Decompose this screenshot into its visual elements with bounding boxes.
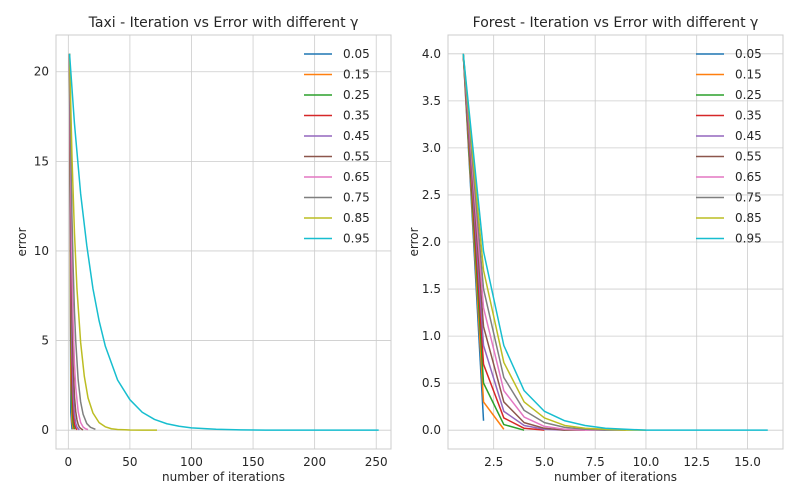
legend-label-0.85: 0.85 xyxy=(735,211,762,225)
legend-label-0.65: 0.65 xyxy=(343,170,370,184)
x-tick-label: 10.0 xyxy=(633,455,660,469)
x-tick-label: 7.5 xyxy=(586,455,605,469)
y-tick-label: 15 xyxy=(34,154,49,168)
x-tick-label: 5.0 xyxy=(535,455,554,469)
legend-label-0.65: 0.65 xyxy=(735,170,762,184)
x-axis-label: number of iterations xyxy=(162,470,285,484)
x-tick-label: 250 xyxy=(365,455,388,469)
legend-label-0.45: 0.45 xyxy=(343,129,370,143)
legend: 0.05 0.15 0.25 0.35 0.45 0.55 0.65 0.75 0.85 0.95 xyxy=(696,47,762,246)
x-axis-label: number of iterations xyxy=(554,470,677,484)
x-tick-label: 50 xyxy=(122,455,137,469)
legend-label-0.25: 0.25 xyxy=(343,88,370,102)
legend-label-0.15: 0.15 xyxy=(343,68,370,82)
series-line-0.85 xyxy=(68,53,157,431)
series-line-0.45 xyxy=(462,53,565,431)
legend-label-0.55: 0.55 xyxy=(735,150,762,164)
legend-label-0.95: 0.95 xyxy=(343,232,370,246)
y-tick-label: 3.0 xyxy=(422,141,441,155)
series-line-0.65 xyxy=(462,53,606,431)
series-line-0.65 xyxy=(68,53,89,431)
legend-label-0.35: 0.35 xyxy=(735,109,762,123)
series-line-0.95 xyxy=(462,53,768,431)
legend-label-0.35: 0.35 xyxy=(343,109,370,123)
y-tick-label: 0 xyxy=(41,423,49,437)
y-tick-label: 20 xyxy=(34,65,49,79)
legend-label-0.25: 0.25 xyxy=(735,88,762,102)
legend-label-0.15: 0.15 xyxy=(735,68,762,82)
y-tick-label: 2.0 xyxy=(422,235,441,249)
legend-label-0.75: 0.75 xyxy=(735,191,762,205)
chart-panel-1: 2.5 5.0 7.5 10.0 12.5 15.0 0.0 0.5 1.0 1.5 2.0 2.5 3… xyxy=(407,15,784,484)
chart-panel-0: 0 50 100 150 200 250 0 5 10 15 20 Taxi - Iteration … xyxy=(15,15,392,484)
series-line-0.95 xyxy=(68,53,379,431)
x-tick-label: 100 xyxy=(180,455,203,469)
y-tick-label: 3.5 xyxy=(422,94,441,108)
y-tick-label: 10 xyxy=(34,244,49,258)
y-tick-label: 4.0 xyxy=(422,47,441,61)
legend-label-0.05: 0.05 xyxy=(735,47,762,61)
y-tick-label: 1.0 xyxy=(422,329,441,343)
legend-label-0.95: 0.95 xyxy=(735,232,762,246)
plot-frame xyxy=(447,34,784,450)
x-tick-label: 15.0 xyxy=(734,455,761,469)
series-line-0.75 xyxy=(68,53,96,430)
x-tick-label: 2.5 xyxy=(484,455,503,469)
series-line-0.35 xyxy=(462,53,545,431)
y-tick-label: 5 xyxy=(41,334,49,348)
legend-label-0.05: 0.05 xyxy=(343,47,370,61)
y-axis-label: error xyxy=(407,227,421,256)
plot-frame xyxy=(55,34,392,450)
x-tick-label: 12.5 xyxy=(683,455,710,469)
legend-label-0.85: 0.85 xyxy=(343,211,370,225)
series-line-0.85 xyxy=(462,53,646,431)
y-tick-label: 0.0 xyxy=(422,423,441,437)
y-tick-label: 2.5 xyxy=(422,188,441,202)
x-tick-label: 0 xyxy=(64,455,72,469)
legend-label-0.75: 0.75 xyxy=(343,191,370,205)
legend-label-0.55: 0.55 xyxy=(343,150,370,164)
series-line-0.55 xyxy=(68,53,84,431)
series-line-0.75 xyxy=(462,53,626,431)
chart-title: Forest - Iteration vs Error with differe… xyxy=(473,15,759,31)
x-tick-label: 200 xyxy=(303,455,326,469)
x-tick-label: 150 xyxy=(242,455,265,469)
series-line-0.55 xyxy=(462,53,586,431)
y-axis-label: error xyxy=(15,227,29,256)
y-tick-label: 0.5 xyxy=(422,376,441,390)
legend: 0.05 0.15 0.25 0.35 0.45 0.55 0.65 0.75 0.85 0.95 xyxy=(304,47,370,246)
chart-title: Taxi - Iteration vs Error with different… xyxy=(88,15,359,31)
legend-label-0.45: 0.45 xyxy=(735,129,762,143)
y-tick-label: 1.5 xyxy=(422,282,441,296)
